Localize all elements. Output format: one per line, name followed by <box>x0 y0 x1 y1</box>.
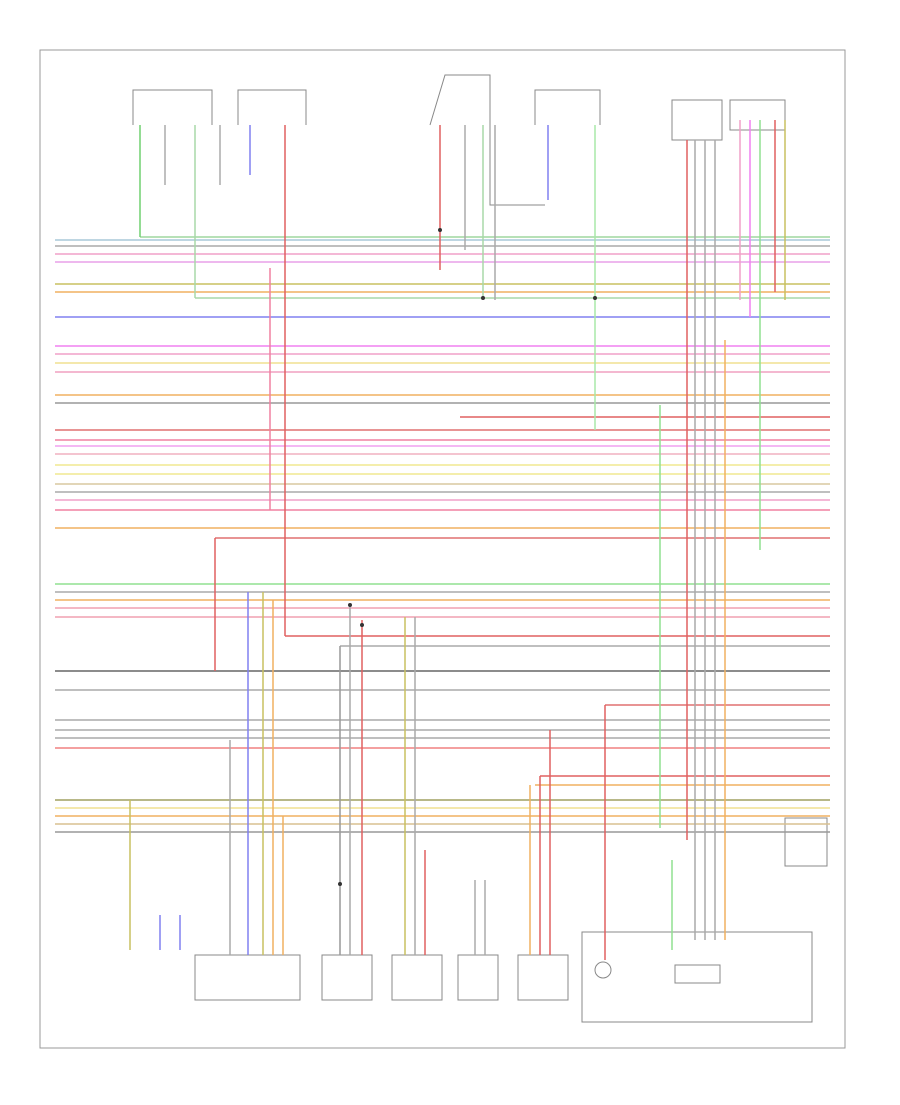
component-outline <box>132 89 213 125</box>
component-outline <box>237 89 307 125</box>
splice <box>593 296 597 300</box>
splice <box>481 296 485 300</box>
component-box <box>517 954 569 1001</box>
combination-meter-box <box>581 931 813 1023</box>
splice <box>348 603 352 607</box>
splice <box>338 882 342 886</box>
component-box <box>457 954 499 1001</box>
frame <box>39 49 846 1049</box>
component-box <box>391 954 443 1001</box>
component-box <box>321 954 373 1001</box>
component-box <box>671 99 723 141</box>
component-box <box>784 817 828 867</box>
splice <box>360 623 364 627</box>
component-box <box>674 964 721 984</box>
component-box <box>194 954 301 1001</box>
component-outline <box>534 89 601 125</box>
component-outline <box>429 74 545 206</box>
component-box <box>729 99 786 131</box>
splice <box>438 228 442 232</box>
indicator-lamp <box>594 961 612 979</box>
